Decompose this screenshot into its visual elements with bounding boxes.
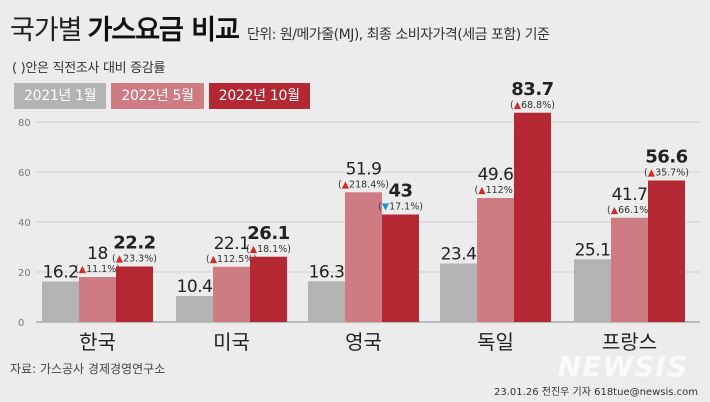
- y-tick-label-80: 80: [18, 118, 31, 129]
- value-label-3-2: 83.7: [511, 79, 553, 100]
- y-tick-label-0: 0: [18, 318, 24, 329]
- value-label-4-2: 56.6: [645, 147, 687, 168]
- value-label-0-2: 22.2: [113, 233, 155, 254]
- value-label-2-2: 43: [388, 181, 412, 202]
- value-label-3-0: 23.4: [441, 245, 477, 265]
- legend-item-2022-05: 2022년 5월: [111, 83, 204, 109]
- value-label-1-2: 26.1: [247, 223, 289, 244]
- change-label-3-1: (▲112%): [475, 185, 517, 196]
- bar-3-2: [514, 112, 551, 322]
- bar-2-1: [345, 192, 382, 322]
- bar-0-2: [116, 266, 153, 322]
- category-label-1: 미국: [213, 330, 250, 354]
- chart-subtitle: ( )안은 직전조사 대비 증감률: [12, 61, 166, 76]
- legend: 2021년 1월 2022년 5월 2022년 10월: [14, 83, 310, 109]
- change-label-1-2: (▲18.1%): [246, 244, 291, 255]
- change-label-4-2: (▲35.7%): [644, 168, 689, 179]
- value-label-2-1: 51.9: [346, 159, 382, 179]
- newsis-logo: NEWSIS: [557, 350, 688, 383]
- bar-0-0: [42, 281, 79, 322]
- bar-3-1: [477, 198, 514, 322]
- change-label-4-1: (▲66.1%): [607, 205, 652, 216]
- change-label-3-2: (▲68.8%): [510, 100, 555, 111]
- title-row: 국가별 가스요금 비교 단위: 원/메가줄(MJ), 최종 소비자가격(세금 포함)…: [10, 8, 550, 47]
- bar-4-2: [648, 180, 685, 322]
- y-tick-label-60: 60: [18, 168, 31, 179]
- category-label-4: 프랑스: [602, 330, 657, 354]
- bar-0-1: [79, 277, 116, 322]
- chart-title-light: 국가별: [10, 15, 83, 46]
- bar-1-2: [250, 256, 287, 322]
- legend-item-2022-10: 2022년 10월: [208, 83, 310, 109]
- value-label-0-0: 16.2: [43, 263, 79, 283]
- bar-2-2: [382, 214, 419, 322]
- value-label-4-0: 25.1: [575, 240, 611, 260]
- bar-1-0: [176, 296, 213, 322]
- bar-4-0: [574, 259, 611, 322]
- value-label-0-1: 18: [87, 244, 108, 264]
- source-note: 자료: 가스공사 경제경영연구소: [10, 362, 166, 376]
- y-tick-label-20: 20: [18, 268, 31, 279]
- category-label-2: 영국: [345, 330, 382, 354]
- change-label-2-1: (▲218.4%): [338, 179, 389, 190]
- unit-note: 단위: 원/메가줄(MJ), 최종 소비자가격(세금 포함) 기준: [246, 27, 550, 43]
- change-label-2-2: (▼17.1%): [378, 202, 423, 213]
- value-label-1-1: 22.1: [214, 234, 250, 254]
- bar-1-1: [213, 266, 250, 322]
- y-tick-label-40: 40: [18, 218, 31, 229]
- value-label-2-0: 16.3: [309, 262, 345, 282]
- change-label-1-1: (▲112.5%): [206, 254, 257, 265]
- change-label-0-1: (▲11.1%): [75, 264, 120, 275]
- chart-title-bold: 가스요금 비교: [87, 15, 240, 46]
- category-label-0: 한국: [79, 330, 116, 354]
- bar-4-1: [611, 217, 648, 322]
- legend-item-2021-01: 2021년 1월: [14, 83, 107, 109]
- value-label-4-1: 41.7: [612, 185, 648, 205]
- category-label-3: 독일: [477, 330, 514, 354]
- bar-2-0: [308, 281, 345, 322]
- bar-3-0: [440, 263, 477, 322]
- value-label-3-1: 49.6: [478, 165, 514, 185]
- value-label-1-0: 10.4: [177, 277, 213, 297]
- change-label-0-2: (▲23.3%): [112, 254, 157, 265]
- credit-line: 23.01.26 전진우 기자 618tue@newsis.com: [494, 387, 698, 398]
